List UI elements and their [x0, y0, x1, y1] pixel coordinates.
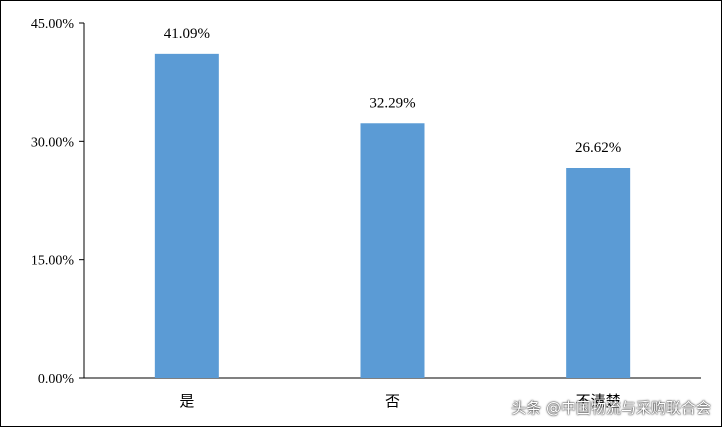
- bars: [154, 53, 631, 379]
- watermark-text: 头条 @中国物流与采购联合会: [511, 399, 711, 417]
- y-tick-label: 15.00%: [31, 254, 75, 269]
- x-tick-label: 不清楚: [576, 392, 621, 410]
- y-tick-label: 30.00%: [31, 135, 75, 150]
- bar: [154, 53, 219, 379]
- bar: [360, 123, 425, 378]
- category-labels: 是 否 不清楚: [179, 392, 620, 410]
- bar: [566, 167, 631, 378]
- data-labels: 41.09% 32.29% 26.62%: [164, 26, 622, 156]
- data-label: 41.09%: [164, 26, 210, 42]
- y-ticks: 0.00% 15.00% 30.00% 45.00%: [31, 17, 84, 387]
- x-tick-label: 是: [179, 392, 194, 410]
- y-tick-label: 45.00%: [31, 17, 75, 32]
- data-label: 32.29%: [369, 95, 415, 111]
- data-label: 26.62%: [575, 140, 621, 156]
- x-tick-label: 否: [385, 392, 400, 410]
- y-tick-label: 0.00%: [38, 372, 75, 387]
